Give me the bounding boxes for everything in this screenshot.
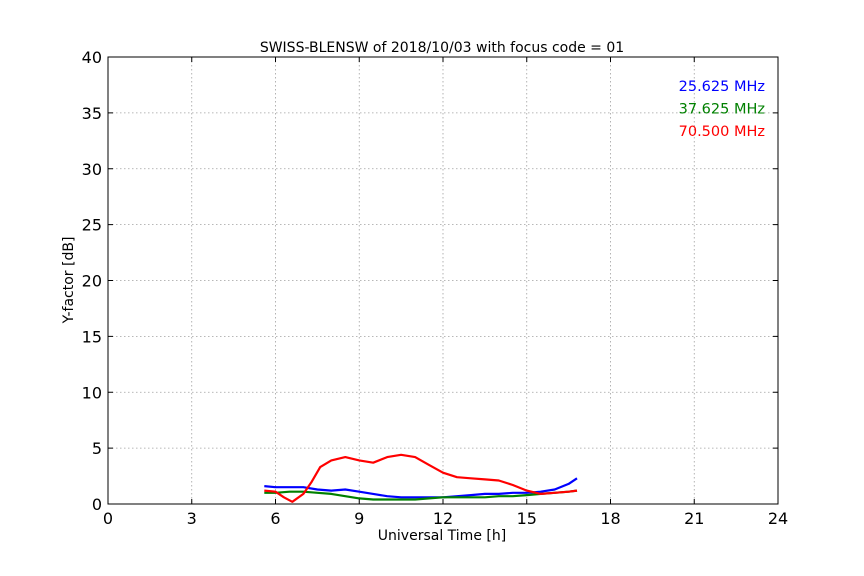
x-tick-label: 21: [684, 509, 704, 528]
x-tick-label: 3: [187, 509, 197, 528]
axis-ticks: 0 3 6 9 12 15 18 21 24 0 5 10 15 20 25 30 35 40: [82, 48, 789, 528]
x-tick-label: 18: [600, 509, 620, 528]
series-line-1: [264, 477, 578, 499]
y-tick-label: 0: [92, 495, 102, 514]
legend: 25.625 MHz 37.625 MHz 70.500 MHz: [679, 79, 765, 140]
y-tick-label: 40: [82, 48, 102, 67]
legend-entry-3: 70.500 MHz: [679, 124, 765, 140]
y-tick-label: 30: [82, 160, 102, 179]
series-line-3: [264, 453, 578, 503]
series-line-2: [264, 489, 578, 501]
plot-area: [264, 453, 578, 503]
grid: [108, 57, 778, 504]
x-tick-label: 15: [517, 509, 537, 528]
x-tick-label: 0: [103, 509, 113, 528]
x-tick-label: 9: [354, 509, 364, 528]
y-tick-label: 10: [82, 383, 102, 402]
y-axis-label: Y-factor [dB]: [61, 237, 77, 325]
legend-entry-1: 25.625 MHz: [679, 79, 765, 95]
y-tick-label: 5: [92, 439, 102, 458]
x-tick-label: 12: [433, 509, 453, 528]
y-tick-label: 15: [82, 327, 102, 346]
x-tick-label: 24: [768, 509, 788, 528]
x-axis-label: Universal Time [h]: [378, 528, 506, 544]
legend-entry-2: 37.625 MHz: [679, 102, 765, 118]
chart-title: SWISS-BLENSW of 2018/10/03 with focus co…: [260, 40, 624, 56]
x-tick-label: 6: [270, 509, 280, 528]
y-tick-label: 35: [82, 104, 102, 123]
y-tick-label: 20: [82, 272, 102, 291]
y-tick-label: 25: [82, 216, 102, 235]
